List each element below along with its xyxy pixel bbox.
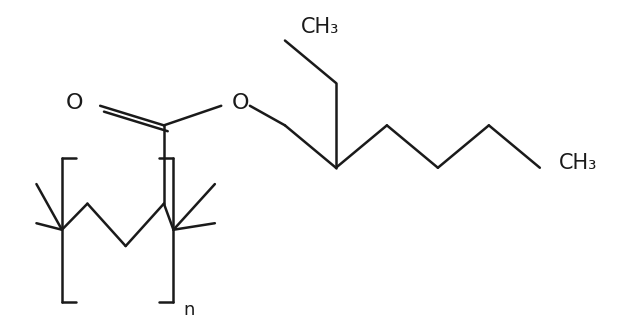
Text: CH₃: CH₃ [559,153,597,173]
Text: O: O [232,92,249,113]
Text: CH₃: CH₃ [301,17,339,38]
Text: O: O [66,92,83,113]
Text: n: n [184,301,195,319]
